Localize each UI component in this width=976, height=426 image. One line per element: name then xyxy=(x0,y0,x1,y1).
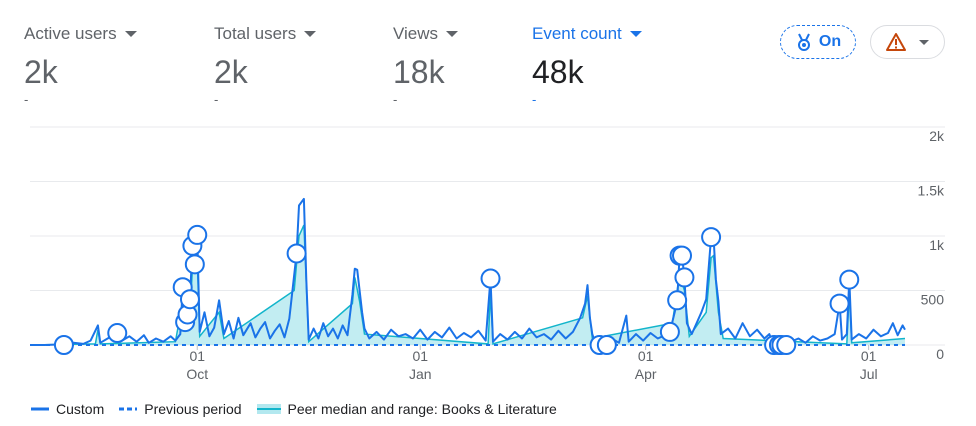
metric-label: Total users xyxy=(214,22,316,46)
warning-menu[interactable] xyxy=(870,25,945,59)
x-tick-label: 01 Apr xyxy=(634,348,657,382)
anomaly-marker xyxy=(672,245,693,266)
legend-label: Previous period xyxy=(144,401,242,417)
anomaly-marker xyxy=(480,268,501,289)
legend-label: Peer median and range: Books & Literatur… xyxy=(287,401,557,417)
anomaly-marker xyxy=(187,224,208,245)
peer-range-area xyxy=(30,225,905,345)
anomaly-marker xyxy=(107,323,128,344)
badge-label: On xyxy=(818,33,842,50)
y-tick-label: 2k xyxy=(929,128,945,144)
metric-value: 48k xyxy=(532,54,584,90)
legend-item: Previous period xyxy=(118,400,242,418)
anomaly-marker xyxy=(829,293,850,314)
badge-icon xyxy=(797,33,810,51)
metric-value: 18k xyxy=(393,54,445,90)
peer-median-line xyxy=(29,224,906,346)
metric-tab[interactable]: Total users 2k - xyxy=(214,22,316,107)
metric-value: 2k xyxy=(214,54,248,90)
legend-item: Peer median and range: Books & Literatur… xyxy=(256,400,557,418)
anomaly-marker xyxy=(179,289,200,310)
anomaly-marker xyxy=(674,267,695,288)
metric-value: 2k xyxy=(24,54,58,90)
x-tick-label: 01 Jul xyxy=(859,348,878,382)
anomaly-marker xyxy=(667,290,688,311)
legend-swatch xyxy=(119,407,138,411)
anomaly-marker xyxy=(659,321,680,342)
series-line xyxy=(30,197,906,346)
metric-change: - xyxy=(214,92,219,107)
anomaly-marker xyxy=(839,269,860,290)
x-tick-label: 01 Jan xyxy=(408,348,432,382)
legend-swatch xyxy=(31,407,49,411)
legend-label: Custom xyxy=(56,401,105,417)
legend-item: Custom xyxy=(30,400,104,418)
anomaly-marker xyxy=(53,335,74,355)
metric-change: - xyxy=(532,92,537,107)
metric-label: Active users xyxy=(24,22,137,46)
y-tick-label: 1k xyxy=(929,237,945,253)
anomaly-marker xyxy=(776,335,797,355)
metric-tab[interactable]: Active users 2k - xyxy=(24,22,137,107)
legend-swatch xyxy=(256,404,281,414)
anomaly-marker xyxy=(596,335,617,355)
insights-toggle[interactable]: On xyxy=(780,25,856,59)
metric-label: Event count xyxy=(532,22,642,46)
metric-tab[interactable]: Views 18k - xyxy=(393,22,458,107)
metric-tab[interactable]: Event count 48k - xyxy=(532,22,642,107)
anomaly-marker xyxy=(184,254,205,275)
y-tick-label: 1.5k xyxy=(918,183,945,199)
warning-icon xyxy=(885,33,929,51)
metric-change: - xyxy=(24,92,29,107)
anomaly-marker xyxy=(286,243,307,264)
y-tick-label: 500 xyxy=(921,292,945,308)
y-tick-label: 0 xyxy=(936,346,944,362)
metric-change: - xyxy=(393,92,398,107)
anomaly-marker xyxy=(701,227,722,248)
x-tick-label: 01 Oct xyxy=(186,348,209,382)
metric-label: Views xyxy=(393,22,458,46)
